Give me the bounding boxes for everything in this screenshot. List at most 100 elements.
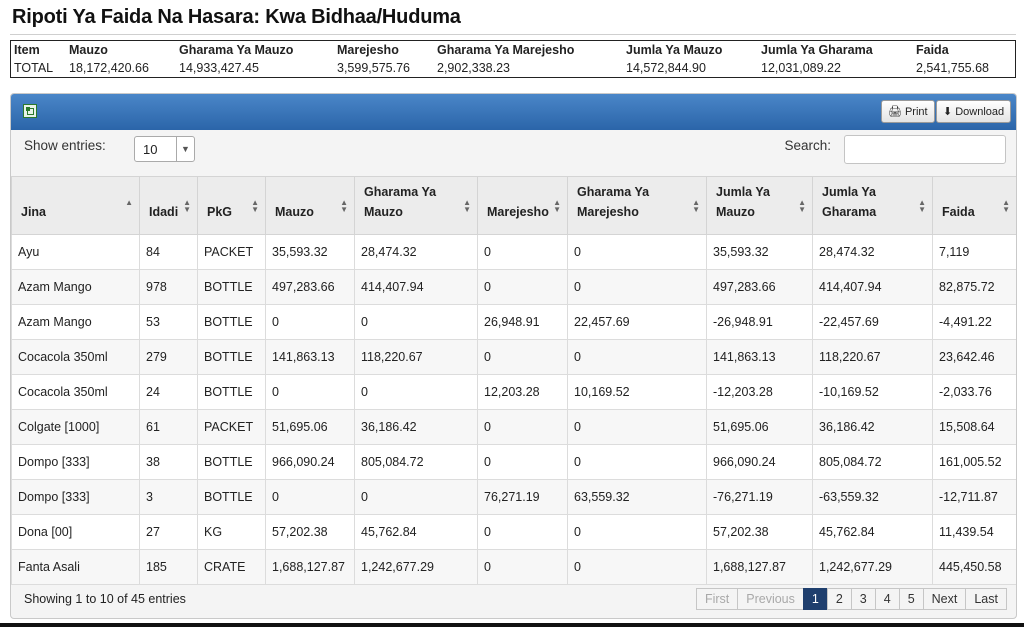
table-cell: Dona [00]: [11, 514, 140, 550]
column-label: Marejesho: [487, 205, 549, 219]
table-cell: -76,271.19: [706, 479, 813, 515]
column-label: Mauzo: [275, 205, 314, 219]
table-cell: 22,457.69: [567, 304, 707, 340]
table-cell: Cocacola 350ml: [11, 339, 140, 375]
summary-header: Marejesho: [337, 43, 399, 57]
table-cell: 141,863.13: [706, 339, 813, 375]
table-cell: BOTTLE: [197, 374, 266, 410]
table-cell: Fanta Asali: [11, 549, 140, 585]
column-header[interactable]: Gharama Ya Marejesho ▲ ▼: [567, 176, 707, 235]
table-cell: 36,186.42: [812, 409, 933, 445]
page-button-4[interactable]: 4: [874, 588, 900, 610]
table-cell: 0: [354, 374, 478, 410]
summary-header: Gharama Ya Marejesho: [437, 43, 575, 57]
table-cell: 35,593.32: [706, 234, 813, 270]
table-cell: 118,220.67: [812, 339, 933, 375]
page-button-1[interactable]: 1: [802, 588, 828, 610]
table-cell: 12,203.28: [477, 374, 568, 410]
column-header[interactable]: Jumla Ya Mauzo ▲ ▼: [706, 176, 813, 235]
print-label: Print: [904, 105, 928, 118]
table-cell: 84: [139, 234, 198, 270]
table-row: Dona [00] 27 KG 57,202.38 45,762.84 0 0 57,202.…: [11, 514, 1016, 550]
table-cell: 445,450.58: [932, 549, 1016, 585]
column-header[interactable]: PkG ▲ ▼: [197, 176, 266, 235]
table-row: Cocacola 350ml 279 BOTTLE 141,863.13 118,220…: [11, 339, 1016, 375]
column-header[interactable]: Faida ▲ ▼: [932, 176, 1016, 235]
table-row: Ayu 84 PACKET 35,593.32 28,474.32 0 0 35,593.32…: [11, 234, 1016, 270]
table-cell: 53: [139, 304, 198, 340]
column-header[interactable]: Idadi ▲ ▼: [139, 176, 198, 235]
table-cell: PACKET: [197, 409, 266, 445]
search-input[interactable]: [844, 135, 1006, 164]
table-cell: -4,491.22: [932, 304, 1016, 340]
download-label: Download: [955, 105, 1005, 118]
table-cell: 966,090.24: [706, 444, 813, 480]
table-cell: 0: [567, 339, 707, 375]
report-table: Jina ▲ Idadi ▲ ▼ PkG ▲ ▼ Mauzo ▲ ▼ Gharama Ya Mauzo…: [11, 176, 1016, 585]
table-cell: 35,593.32: [265, 234, 355, 270]
table-cell: Dompo [333]: [11, 479, 140, 515]
summary-header: Item: [14, 43, 40, 57]
summary-header: Jumla Ya Mauzo: [626, 43, 723, 57]
table-cell: 1,688,127.87: [706, 549, 813, 585]
table-cell: 36,186.42: [354, 409, 478, 445]
table-cell: 11,439.54: [932, 514, 1016, 550]
summary-value: 18,172,420.66: [69, 61, 149, 75]
table-cell: 0: [265, 479, 355, 515]
table-cell: 0: [477, 339, 568, 375]
entries-info: Showing 1 to 10 of 45 entries: [24, 592, 186, 606]
table-cell: 978: [139, 269, 198, 305]
table-cell: 0: [477, 234, 568, 270]
table-cell: -22,457.69: [812, 304, 933, 340]
sort-icon: ▲ ▼: [798, 198, 806, 214]
table-cell: Azam Mango: [11, 269, 140, 305]
column-label: Jina: [21, 205, 47, 219]
column-header[interactable]: Jina ▲: [11, 176, 140, 235]
table-cell: 118,220.67: [354, 339, 478, 375]
sort-icon: ▲ ▼: [1002, 198, 1010, 214]
column-label: Jumla Ya Gharama: [822, 185, 877, 219]
summary-header: Jumla Ya Gharama: [761, 43, 873, 57]
download-button[interactable]: ⬇ Download: [936, 100, 1012, 123]
table-cell: BOTTLE: [197, 339, 266, 375]
search-label: Search:: [784, 138, 831, 153]
page-button-next[interactable]: Next: [922, 588, 967, 610]
column-label: Idadi: [149, 205, 179, 219]
page-button-previous: Previous: [737, 588, 804, 610]
page-button-5[interactable]: 5: [898, 588, 924, 610]
table-cell: 0: [477, 444, 568, 480]
table-cell: 0: [567, 549, 707, 585]
table-cell: 0: [567, 269, 707, 305]
table-cell: 0: [354, 479, 478, 515]
excel-icon[interactable]: [23, 104, 37, 118]
table-cell: 45,762.84: [354, 514, 478, 550]
page-button-last[interactable]: Last: [965, 588, 1007, 610]
page-button-2[interactable]: 2: [826, 588, 852, 610]
table-row: Dompo [333] 3 BOTTLE 0 0 76,271.19 63,559.32 -7…: [11, 479, 1016, 515]
table-cell: 26,948.91: [477, 304, 568, 340]
page-button-3[interactable]: 3: [850, 588, 876, 610]
entries-select[interactable]: 10 ▼: [134, 136, 195, 162]
column-label: Gharama Ya Marejesho: [577, 185, 650, 219]
table-row: Cocacola 350ml 24 BOTTLE 0 0 12,203.28 10,169.…: [11, 374, 1016, 410]
column-header[interactable]: Mauzo ▲ ▼: [265, 176, 355, 235]
table-row: Azam Mango 53 BOTTLE 0 0 26,948.91 22,457.69 -2…: [11, 304, 1016, 340]
table-cell: 51,695.06: [706, 409, 813, 445]
table-cell: 0: [354, 304, 478, 340]
column-header[interactable]: Gharama Ya Mauzo ▲ ▼: [354, 176, 478, 235]
sort-icon: ▲ ▼: [553, 198, 561, 214]
table-cell: 61: [139, 409, 198, 445]
summary-value: 2,541,755.68: [916, 61, 989, 75]
table-cell: Dompo [333]: [11, 444, 140, 480]
summary-header: Faida: [916, 43, 949, 57]
column-header[interactable]: Jumla Ya Gharama ▲ ▼: [812, 176, 933, 235]
column-header[interactable]: Marejesho ▲ ▼: [477, 176, 568, 235]
table-cell: 38: [139, 444, 198, 480]
print-button[interactable]: 🖨 Print: [881, 100, 935, 123]
table-cell: 15,508.64: [932, 409, 1016, 445]
table-cell: 497,283.66: [265, 269, 355, 305]
table-cell: 0: [567, 234, 707, 270]
table-cell: Colgate [1000]: [11, 409, 140, 445]
table-cell: 966,090.24: [265, 444, 355, 480]
table-cell: 185: [139, 549, 198, 585]
